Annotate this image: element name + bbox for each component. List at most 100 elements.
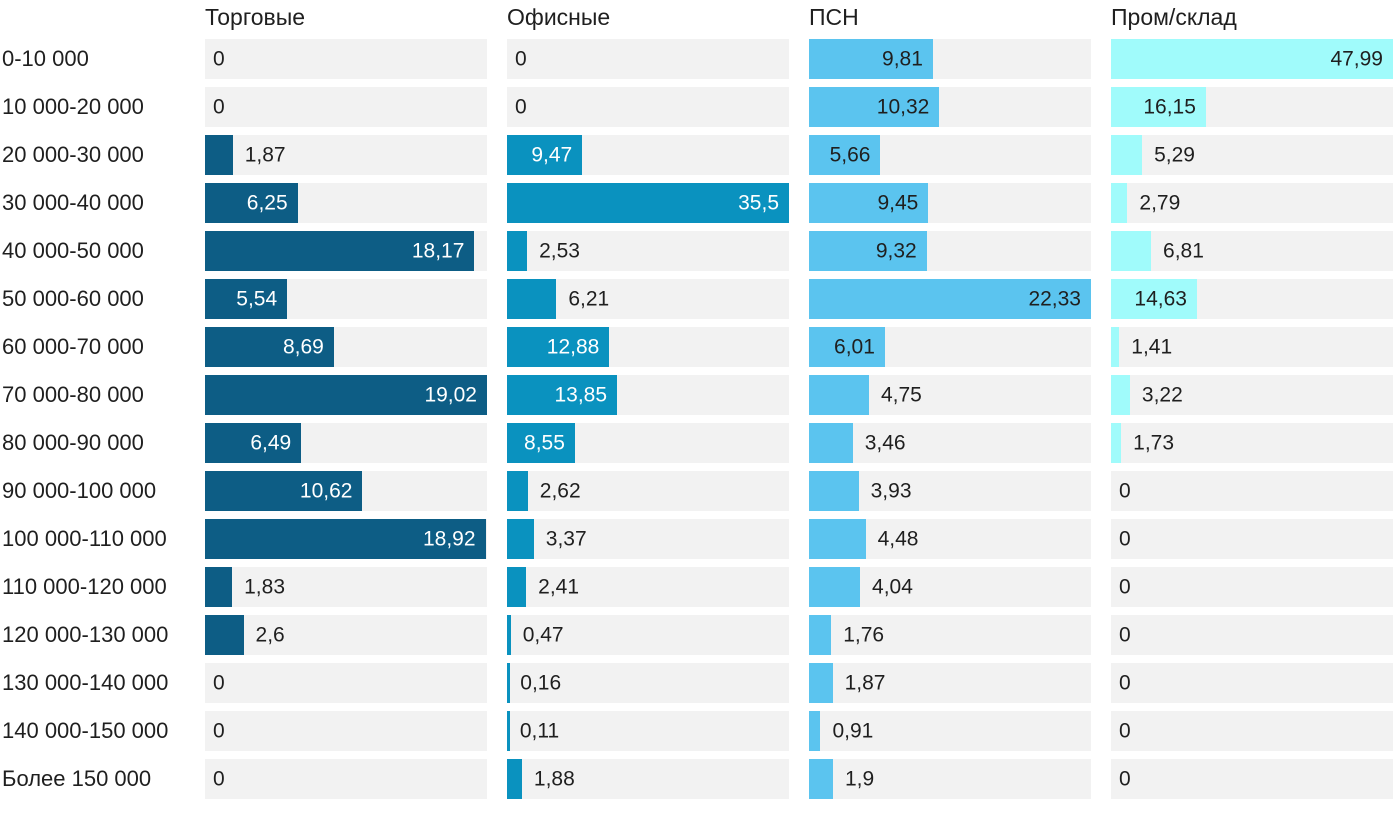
bar (507, 279, 557, 319)
value-label: 1,41 (1131, 335, 1173, 359)
row-label: 60 000-70 000 (2, 334, 144, 359)
row-label: 120 000-130 000 (2, 622, 169, 647)
bar (1111, 135, 1143, 175)
row-label: 130 000-140 000 (2, 670, 169, 695)
bar-track: 9,45 (809, 183, 1091, 223)
value-label: 0,91 (832, 719, 874, 743)
bar-track: 0 (1111, 663, 1393, 703)
value-label: 9,47 (531, 143, 573, 167)
bar-track: 1,87 (809, 663, 1091, 703)
bar-track: 1,76 (809, 615, 1091, 655)
bar-track: 2,6 (205, 615, 487, 655)
bar (809, 87, 940, 127)
column-header: ПСН (809, 4, 859, 30)
value-label: 0 (1119, 671, 1131, 695)
bar-track: 0,91 (809, 711, 1091, 751)
bar-track: 4,75 (809, 375, 1091, 415)
value-label: 35,5 (738, 191, 779, 215)
value-label: 2,53 (539, 239, 580, 263)
value-label: 18,92 (422, 527, 476, 551)
row-label: 10 000-20 000 (2, 94, 144, 119)
bar (507, 567, 527, 607)
value-label: 3,93 (870, 479, 912, 503)
value-label: 0 (515, 47, 527, 71)
bar-track: 1,9 (809, 759, 1091, 799)
value-label: 0 (1119, 527, 1131, 551)
value-label: 3,22 (1141, 383, 1183, 407)
bar-track: 1,83 (205, 567, 487, 607)
bar-track: 0 (205, 711, 487, 751)
row-label: 70 000-80 000 (2, 382, 144, 407)
bar-track: 0,11 (507, 711, 789, 751)
value-label: 10,32 (876, 95, 930, 119)
value-label: 0 (213, 671, 225, 695)
value-label: 0 (213, 719, 225, 743)
bar-track: 47,99 (1111, 39, 1393, 79)
bar (809, 279, 1091, 319)
value-label: 6,49 (250, 431, 292, 455)
bar-track: 3,46 (809, 423, 1091, 463)
bar-track: 0 (205, 39, 487, 79)
bar (809, 711, 821, 751)
bar-track: 6,21 (507, 279, 789, 319)
bar-track: 0 (507, 87, 789, 127)
bar-track: 0 (205, 759, 487, 799)
value-label: 0,47 (522, 623, 564, 647)
bar (1111, 87, 1206, 127)
bar (205, 327, 334, 367)
bar (1111, 39, 1393, 79)
bar (809, 231, 927, 271)
value-label: 47,99 (1330, 47, 1383, 71)
row-label: 100 000-110 000 (2, 526, 167, 551)
value-label: 9,45 (877, 191, 919, 215)
bar-track: 6,49 (205, 423, 487, 463)
bar (809, 663, 833, 703)
bar (809, 327, 885, 367)
bar (507, 135, 583, 175)
value-label: 0,16 (520, 671, 562, 695)
bar-track: 0 (1111, 711, 1393, 751)
bar (507, 519, 534, 559)
bar-track: 5,54 (205, 279, 487, 319)
bar (507, 231, 528, 271)
bar-track: 0 (205, 87, 487, 127)
bar (809, 519, 866, 559)
bar-track: 2,79 (1111, 183, 1393, 223)
bar (205, 471, 363, 511)
value-label: 9,81 (882, 47, 923, 71)
value-label: 0 (1119, 575, 1131, 599)
bar-track: 6,25 (205, 183, 487, 223)
value-label: 0 (1119, 767, 1131, 791)
bar-track: 13,85 (507, 375, 789, 415)
value-label: 1,9 (844, 767, 875, 791)
bar-track: 14,63 (1111, 279, 1393, 319)
row-label: Более 150 000 (2, 766, 152, 791)
value-label: 4,48 (877, 527, 919, 551)
value-label: 5,66 (829, 143, 871, 167)
value-label: 13,85 (554, 383, 608, 407)
bar-track: 4,04 (809, 567, 1091, 607)
bar-track: 0 (1111, 567, 1393, 607)
bar (1111, 279, 1197, 319)
value-label: 0 (213, 47, 225, 71)
value-label: 4,04 (872, 575, 913, 599)
value-label: 16,15 (1143, 95, 1196, 119)
column-header: Торговые (205, 4, 306, 30)
bar-track: 0 (507, 39, 789, 79)
bar (205, 279, 288, 319)
value-label: 1,76 (843, 623, 885, 647)
value-label: 9,32 (875, 239, 917, 263)
bar (1111, 183, 1128, 223)
value-label: 10,62 (299, 479, 353, 503)
bar (205, 231, 475, 271)
bar-track: 9,47 (507, 135, 789, 175)
bar-track: 8,69 (205, 327, 487, 367)
bar (1111, 423, 1122, 463)
value-label: 5,29 (1154, 143, 1195, 167)
bar-track: 12,88 (507, 327, 789, 367)
row-label: 0-10 000 (2, 46, 89, 71)
value-label: 6,21 (568, 287, 610, 311)
bar (1111, 375, 1130, 415)
bar-track: 35,5 (507, 183, 789, 223)
bar-track: 0 (1111, 615, 1393, 655)
